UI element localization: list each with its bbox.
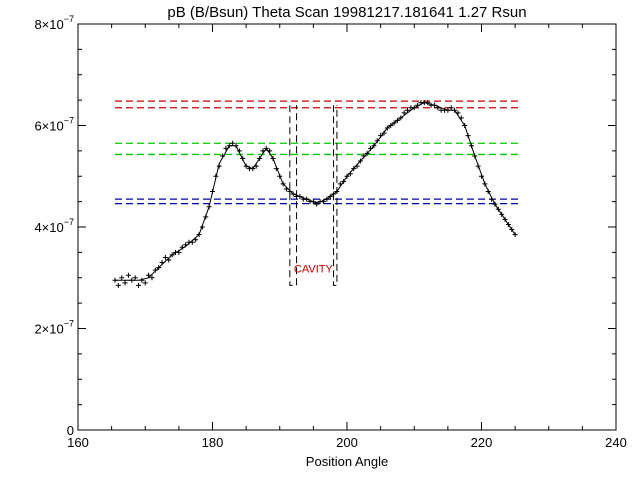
x-tick-label: 160	[67, 435, 89, 450]
data-point	[287, 188, 293, 194]
y-tick-label: 4×10−7	[34, 217, 74, 235]
x-tick-label: 200	[336, 435, 358, 450]
y-tick-label: 8×10−7	[34, 14, 74, 32]
bracket-box	[333, 105, 338, 286]
data-point	[152, 267, 158, 273]
x-tick-label: 220	[471, 435, 493, 450]
data-point	[149, 275, 155, 281]
plot-area: 160 180 200 220 240 0 2×10−7 4×10−7 6×10−7 8×10−7…	[34, 14, 626, 450]
data-point	[142, 280, 148, 286]
data-point	[136, 282, 142, 288]
data-point	[448, 105, 454, 111]
data-point	[125, 272, 131, 278]
x-tick-label: 240	[605, 435, 627, 450]
data-point	[401, 110, 407, 116]
data-point	[162, 254, 168, 260]
data-point	[405, 107, 411, 113]
data-point	[314, 201, 320, 207]
y-tick-label: 2×10−7	[34, 319, 74, 337]
data-point	[230, 140, 236, 146]
data-point	[146, 272, 152, 278]
x-tick-label: 180	[202, 435, 224, 450]
data-point	[512, 232, 518, 238]
smoothed-line	[115, 102, 516, 281]
data-point	[119, 275, 125, 281]
data-point	[122, 280, 128, 286]
chart-title: pB (B/Bsun) Theta Scan 19981217.181641 1…	[167, 4, 526, 21]
y-tick-label: 6×10−7	[34, 116, 74, 134]
cavity-annotation: CAVITY	[294, 264, 334, 276]
data-point	[132, 275, 138, 281]
y-tick-label: 0	[67, 423, 74, 438]
data-point	[115, 282, 121, 288]
plot-frame	[77, 23, 617, 431]
x-axis-label: Position Angle	[306, 454, 388, 469]
